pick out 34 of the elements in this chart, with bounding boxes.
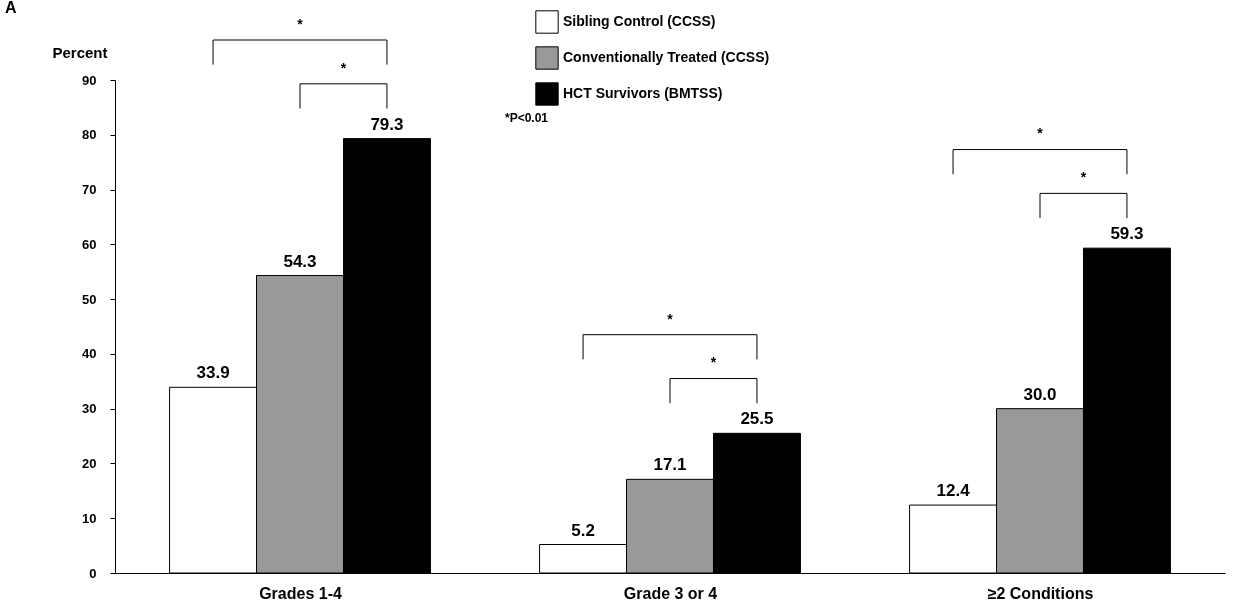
x-tick-label: Grade 3 or 4 (623, 584, 718, 602)
annotation: * (1037, 125, 1044, 142)
y-tick-label: 30 (82, 401, 97, 417)
y-axis-title: Percent (52, 43, 108, 61)
y-tick-label: 10 (82, 510, 97, 526)
data-label: 59.3 (1110, 224, 1144, 244)
annotation: * (710, 354, 717, 371)
data-label: 30.0 (1023, 384, 1057, 404)
y-tick-label: 50 (82, 291, 97, 307)
y-tick-label: 70 (82, 182, 97, 198)
y-tick-label: 90 (82, 72, 97, 88)
data-label: 12.4 (936, 481, 971, 501)
legend-label: Sibling Control (CCSS) (563, 13, 716, 29)
x-tick-label: ≥2 Conditions (987, 584, 1094, 602)
y-tick-label: 60 (82, 236, 97, 252)
data-label: 33.9 (196, 363, 230, 383)
legend-label: HCT Survivors (BMTSS) (563, 85, 723, 101)
y-tick-label: 20 (82, 455, 97, 471)
x-tick-label: Grades 1-4 (259, 584, 342, 602)
data-label: 25.5 (740, 409, 774, 429)
y-tick-label: 40 (82, 346, 97, 362)
annotation: * (1080, 169, 1087, 186)
y-tick-label: 0 (89, 565, 97, 581)
data-label: 5.2 (571, 520, 595, 540)
data-label: 54.3 (283, 251, 317, 271)
annotation: * (667, 310, 674, 327)
text: A (5, 0, 17, 16)
data-label: 17.1 (653, 455, 687, 475)
y-tick-label: 80 (82, 127, 97, 143)
legend-label: Conventionally Treated (CCSS) (563, 49, 770, 65)
data-label: 79.3 (370, 114, 404, 134)
text: * (340, 59, 347, 76)
text: * (297, 15, 304, 32)
annotation: *P<0.01 (505, 111, 549, 125)
